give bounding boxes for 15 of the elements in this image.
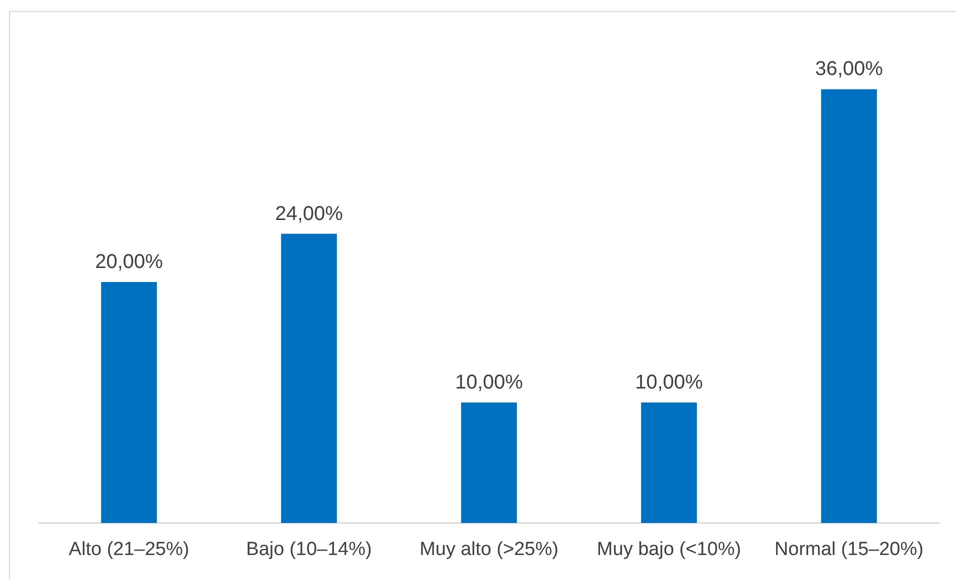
x-tick-label: Bajo (10–14%) (246, 539, 372, 560)
bar (641, 402, 697, 523)
data-label: 20,00% (95, 251, 164, 273)
data-label: 10,00% (455, 372, 524, 394)
bar (281, 234, 337, 523)
data-label: 10,00% (635, 372, 704, 394)
x-tick-label: Muy alto (>25%) (420, 539, 558, 560)
bar (461, 402, 517, 523)
bar (101, 282, 157, 523)
bar (821, 89, 877, 523)
data-label: 24,00% (275, 202, 344, 225)
x-tick-label: Alto (21–25%) (68, 539, 190, 560)
x-tick-label: Muy bajo (<10%) (596, 539, 742, 560)
x-tick-label: Normal (15–20%) (774, 539, 924, 560)
data-label: 36,00% (815, 58, 884, 80)
